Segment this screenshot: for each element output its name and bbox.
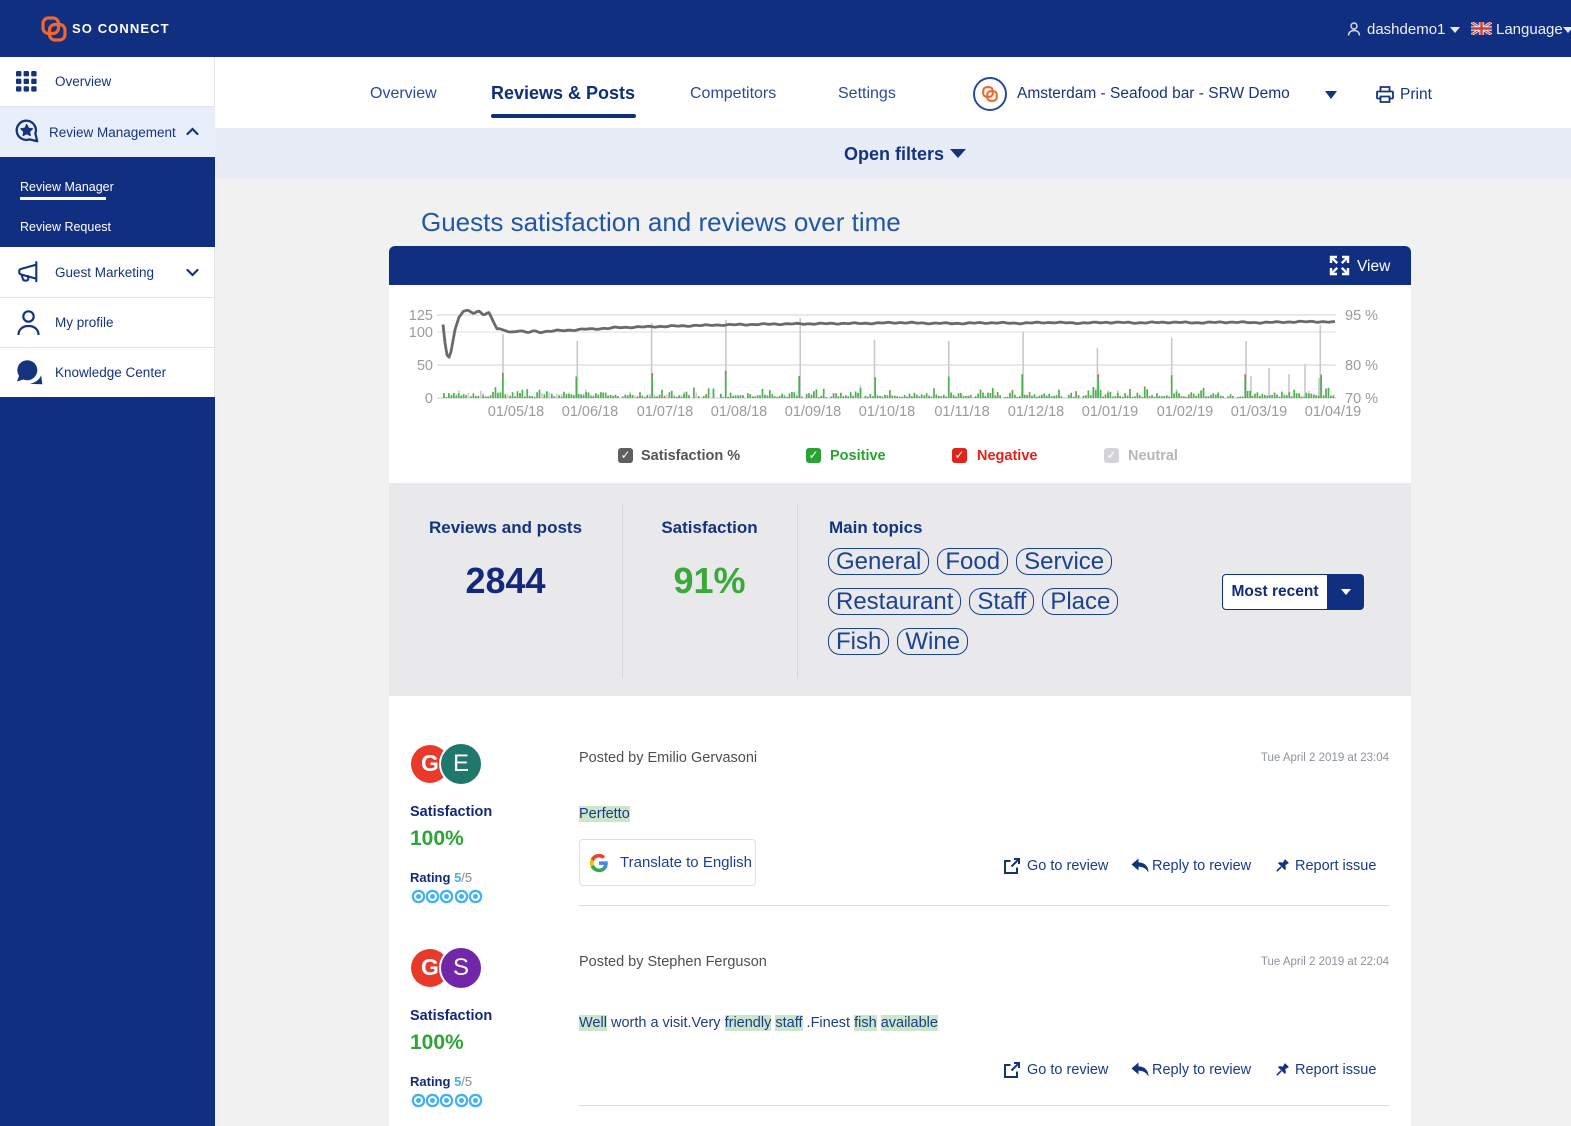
- svg-text:100: 100: [409, 325, 433, 341]
- svg-text:01/05/18: 01/05/18: [488, 404, 544, 420]
- svg-text:01/12/18: 01/12/18: [1008, 404, 1064, 420]
- svg-text:01/03/19: 01/03/19: [1231, 404, 1287, 420]
- svg-text:125: 125: [409, 308, 433, 324]
- svg-text:95 %: 95 %: [1345, 308, 1378, 324]
- svg-text:01/06/18: 01/06/18: [562, 404, 618, 420]
- svg-text:01/10/18: 01/10/18: [859, 404, 915, 420]
- svg-text:01/07/18: 01/07/18: [637, 404, 693, 420]
- svg-text:0: 0: [425, 391, 433, 407]
- svg-text:70 %: 70 %: [1345, 391, 1378, 407]
- svg-text:50: 50: [417, 358, 433, 374]
- svg-text:01/09/18: 01/09/18: [785, 404, 841, 420]
- svg-text:01/04/19: 01/04/19: [1305, 404, 1361, 420]
- svg-text:01/08/18: 01/08/18: [711, 404, 767, 420]
- svg-text:01/02/19: 01/02/19: [1157, 404, 1213, 420]
- svg-text:01/01/19: 01/01/19: [1082, 404, 1138, 420]
- svg-text:01/11/18: 01/11/18: [934, 404, 989, 420]
- svg-text:80 %: 80 %: [1345, 358, 1378, 374]
